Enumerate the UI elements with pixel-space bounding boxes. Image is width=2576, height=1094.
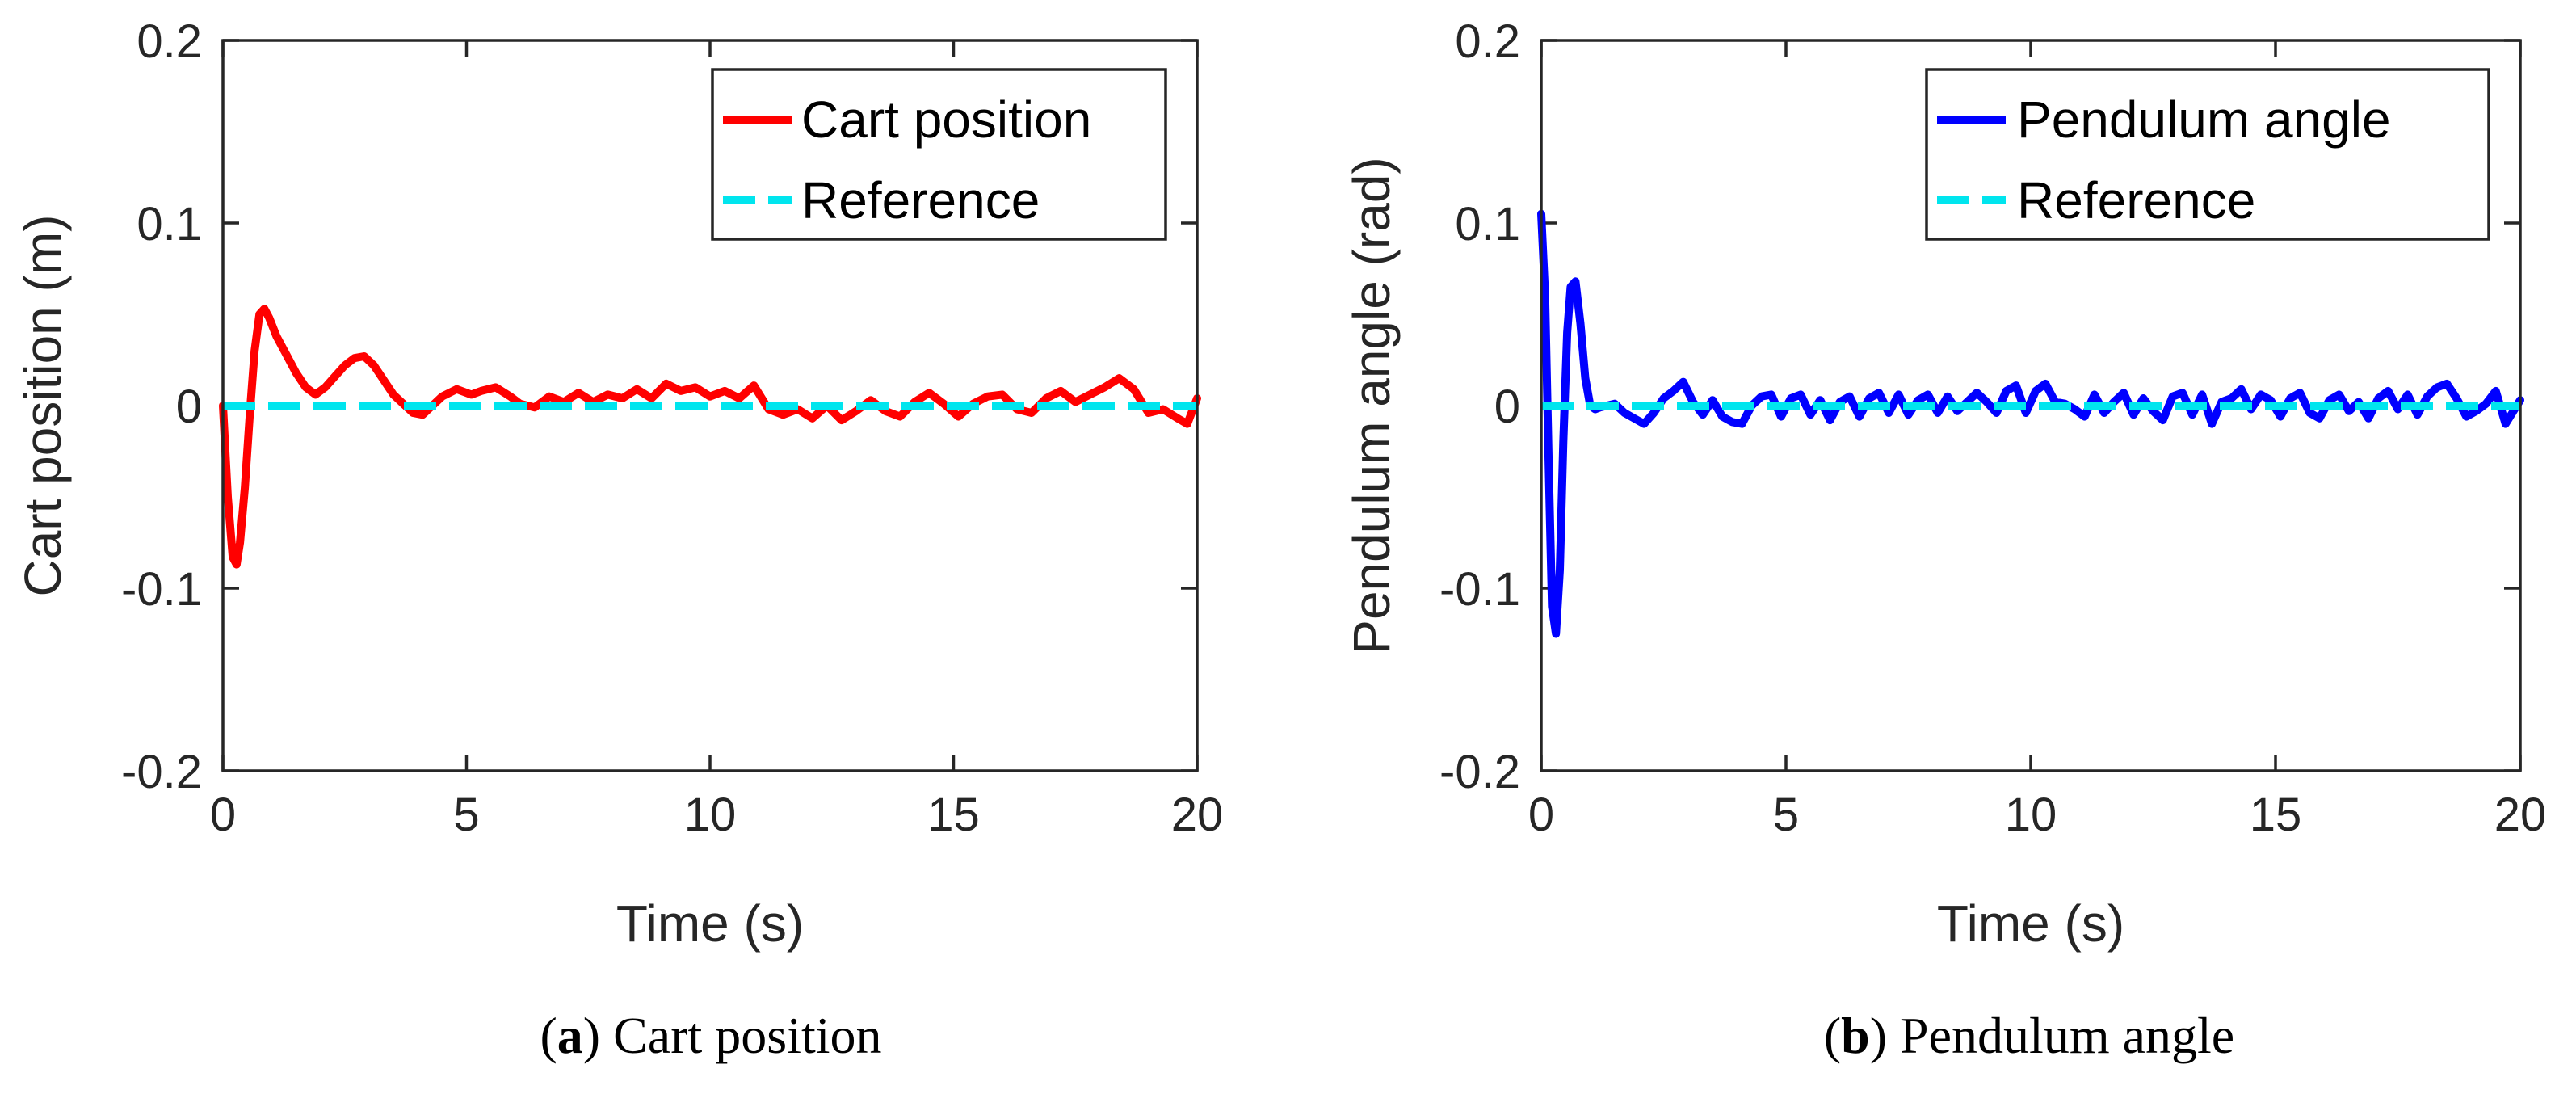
- panel-b-ytick-label-0: -0.2: [1439, 746, 1520, 798]
- panel-a-y-axis-label: Cart position (m): [14, 215, 72, 597]
- panel-a-xtick-label-4: 20: [1171, 789, 1224, 841]
- panel-a-ytick-label-1: -0.1: [121, 563, 202, 616]
- panel-a-legend-box: [711, 68, 1167, 241]
- panel-b-legend: Pendulum angle Reference: [1925, 68, 2490, 241]
- panel-a: 0 5 10 15 20 -0.2 -0.1 0 0.1 0.2 Time (s) Cart p…: [14, 15, 1223, 1064]
- panel-a-xtick-label-1: 5: [453, 789, 479, 841]
- panel-b-x-axis-label: Time (s): [1937, 894, 2124, 953]
- panel-b-legend-label-pendulum-angle: Pendulum angle: [2017, 90, 2391, 149]
- panel-a-legend: Cart position Reference: [711, 68, 1167, 241]
- panel-a-x-axis-label: Time (s): [616, 894, 804, 953]
- panel-b-series: [1537, 209, 2524, 638]
- panel-a-ytick-label-2: 0: [176, 381, 202, 433]
- panel-b-caption-letter: b: [1841, 1007, 1870, 1064]
- panel-a-legend-label-reference: Reference: [801, 171, 1040, 229]
- panel-b-legend-label-reference: Reference: [2017, 171, 2255, 229]
- panel-b-series-pendulum-angle: [1537, 209, 2524, 638]
- panel-a-ytick-label-4: 0.2: [137, 15, 202, 68]
- panel-b-ytick-labels: -0.2 -0.1 0 0.1 0.2: [1439, 15, 1520, 798]
- panel-b-caption-text: Pendulum angle: [1900, 1007, 2234, 1064]
- panel-a-legend-label-cart-position: Cart position: [801, 90, 1091, 149]
- panel-b-xtick-label-1: 5: [1773, 789, 1799, 841]
- panel-b-axes-box: [1540, 39, 2522, 772]
- panel-a-ytick-label-0: -0.2: [121, 746, 202, 798]
- panel-a-caption-text: Cart position: [613, 1007, 881, 1064]
- panel-a-xtick-label-2: 10: [684, 789, 737, 841]
- panel-b-xtick-label-0: 0: [1528, 789, 1554, 841]
- panel-b-xtick-labels: 0 5 10 15 20: [1528, 789, 2546, 841]
- panel-b-legend-box: [1925, 68, 2490, 241]
- panel-a-caption-letter: a: [557, 1007, 583, 1064]
- panel-b: 0 5 10 15 20 -0.2 -0.1 0 0.1 0.2 Time (s) Pendul…: [1343, 15, 2546, 1064]
- panel-b-ytick-label-3: 0.1: [1455, 198, 1520, 250]
- panel-b-ytick-label-2: 0: [1494, 381, 1520, 433]
- panel-a-xtick-label-0: 0: [210, 789, 236, 841]
- panel-a-series-cart-position: [219, 305, 1201, 569]
- panel-b-caption-open: (: [1824, 1007, 1841, 1064]
- panel-b-xtick-label-4: 20: [2494, 789, 2547, 841]
- panel-a-series: [219, 305, 1201, 569]
- panel-b-xtick-label-2: 10: [2005, 789, 2057, 841]
- panel-b-caption-close: ): [1870, 1007, 1900, 1064]
- panel-a-ytick-label-3: 0.1: [137, 198, 202, 250]
- panel-b-ytick-label-1: -0.1: [1439, 563, 1520, 616]
- panel-a-caption: (a) Cart position: [540, 1007, 881, 1064]
- panel-a-caption-open: (: [540, 1007, 557, 1064]
- panel-a-caption-close: ): [583, 1007, 613, 1064]
- panel-a-axes-box: [221, 39, 1199, 772]
- panel-a-xtick-labels: 0 5 10 15 20: [210, 789, 1223, 841]
- panel-b-xtick-label-3: 15: [2250, 789, 2302, 841]
- panel-a-xtick-label-3: 15: [927, 789, 980, 841]
- panel-b-caption: (b) Pendulum angle: [1824, 1007, 2234, 1064]
- panel-a-ytick-labels: -0.2 -0.1 0 0.1 0.2: [121, 15, 202, 798]
- panel-b-y-axis-label: Pendulum angle (rad): [1343, 157, 1401, 654]
- panel-b-ytick-label-4: 0.2: [1455, 15, 1520, 68]
